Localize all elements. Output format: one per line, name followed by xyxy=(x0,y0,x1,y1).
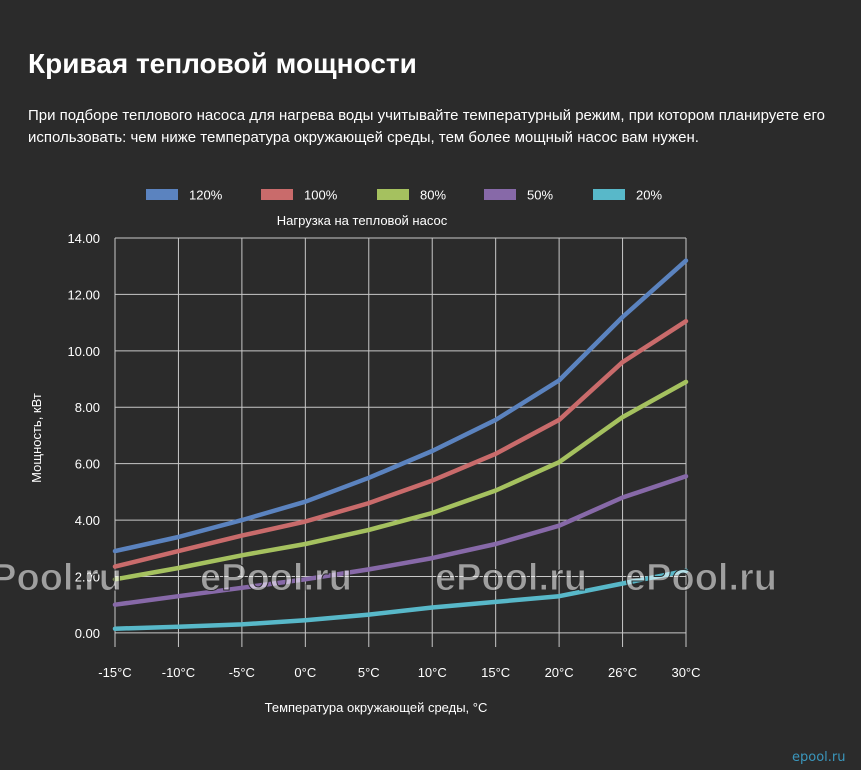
page-title: Кривая тепловой мощности xyxy=(28,48,417,79)
y-tick-label: 12.00 xyxy=(67,287,100,302)
legend-label: 80% xyxy=(420,188,446,203)
y-tick-label: 2.00 xyxy=(75,569,100,584)
x-axis-label: Температура окружающей среды, °C xyxy=(265,700,488,715)
legend-label: 20% xyxy=(636,188,662,203)
x-tick-label: -10°C xyxy=(162,665,195,680)
y-axis-label: Мощность, кВт xyxy=(29,393,44,483)
watermark-text: ePool.ru xyxy=(200,557,352,599)
series-line-80pct xyxy=(112,379,689,582)
x-tick-label: 20°C xyxy=(545,665,574,680)
y-tick-label: 6.00 xyxy=(75,457,100,472)
chart-series xyxy=(112,258,689,631)
x-tick-label: 15°C xyxy=(481,665,510,680)
y-tick-label: 10.00 xyxy=(67,344,100,359)
chart-title: Нагрузка на тепловой насос xyxy=(277,213,448,228)
legend-swatch xyxy=(484,189,516,200)
legend-label: 100% xyxy=(304,188,338,203)
series-line-20pct xyxy=(112,568,689,631)
x-tick-label: 5°C xyxy=(358,665,380,680)
legend-swatch xyxy=(377,189,409,200)
watermark-layer: ePool.ru ePool.ru ePool.ru ePool.ru xyxy=(0,557,778,600)
chart-axes: 0.00 2.00 4.00 6.00 8.00 10.00 12.00 14.00 -15°C… xyxy=(67,231,700,680)
legend-label: 120% xyxy=(189,188,223,203)
chart-grid xyxy=(114,237,687,647)
series-line-50pct xyxy=(112,474,689,607)
series-line-120pct xyxy=(112,258,689,554)
legend-label: 50% xyxy=(527,188,553,203)
x-tick-label: 10°C xyxy=(418,665,447,680)
corner-watermark: epool.ru xyxy=(792,750,846,765)
watermark-text: ePool.ru xyxy=(435,557,587,599)
y-tick-label: 8.00 xyxy=(75,400,100,415)
series-line-100pct xyxy=(112,318,689,569)
watermark-text: ePool.ru xyxy=(0,557,122,599)
x-tick-label: 26°C xyxy=(608,665,637,680)
chart-legend: 120% 100% 80% 50% 20% xyxy=(146,188,662,203)
y-tick-label: 4.00 xyxy=(75,513,100,528)
legend-swatch xyxy=(146,189,178,200)
legend-swatch xyxy=(261,189,293,200)
legend-swatch xyxy=(593,189,625,200)
watermark-text: ePool.ru xyxy=(625,557,777,599)
x-tick-label: 30°C xyxy=(671,665,700,680)
page-intro: При подборе теплового насоса для нагрева… xyxy=(28,107,825,146)
x-tick-label: 0°C xyxy=(294,665,316,680)
x-tick-label: -15°C xyxy=(98,665,131,680)
y-tick-label: 14.00 xyxy=(67,231,100,246)
y-tick-label: 0.00 xyxy=(75,626,100,641)
x-tick-label: -5°C xyxy=(229,665,255,680)
